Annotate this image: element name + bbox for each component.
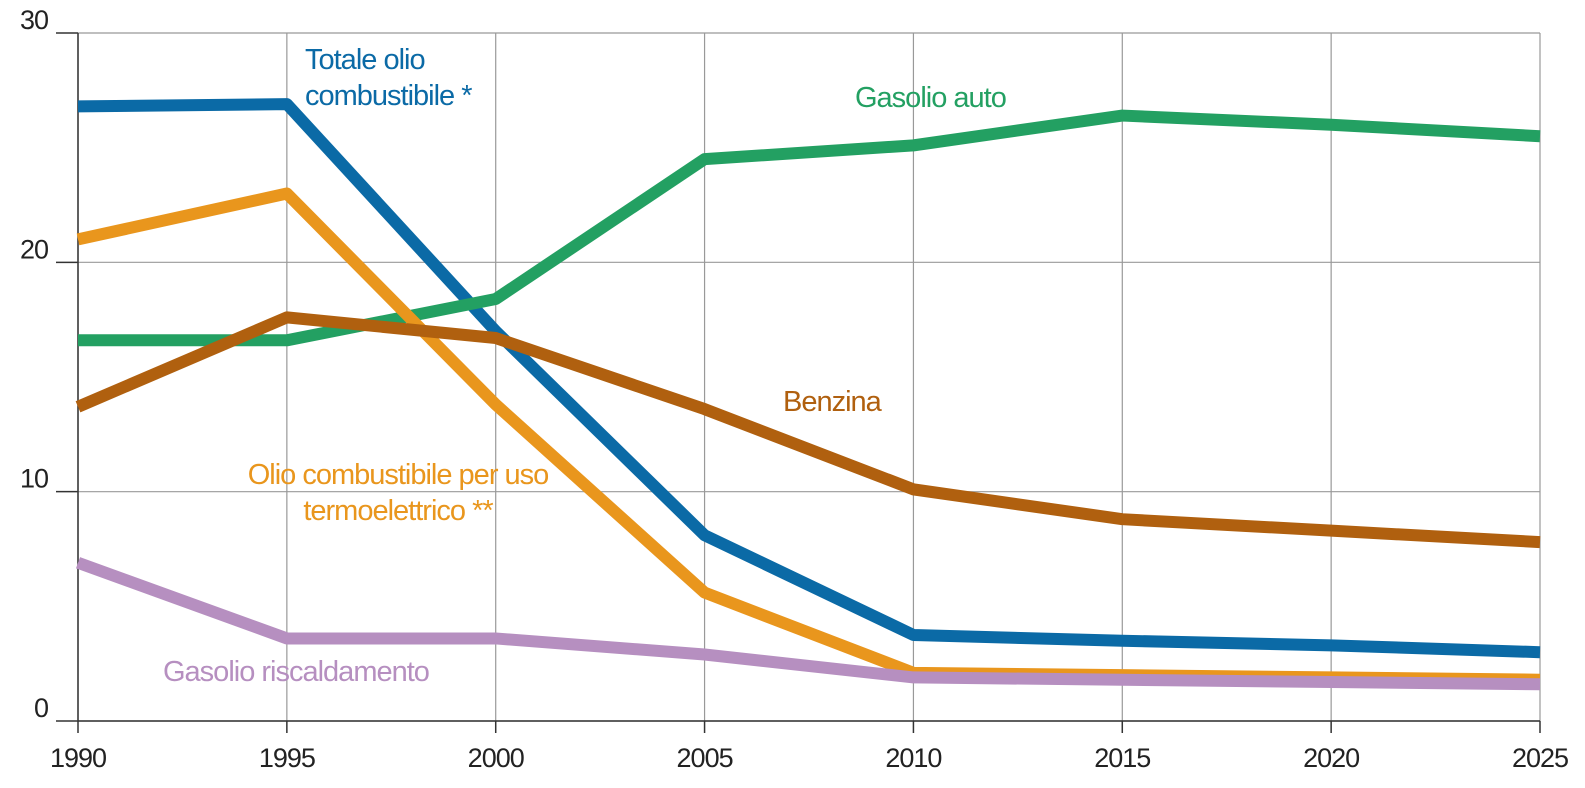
y-tick-label: 10 bbox=[20, 464, 48, 494]
series-line bbox=[77, 98, 1541, 659]
x-tick-label: 2020 bbox=[1303, 743, 1359, 773]
series-label: Olio combustibile per uso termoelettrico… bbox=[247, 459, 550, 527]
series-label: Gasolio riscaldamento bbox=[163, 656, 430, 688]
y-tick-label: 0 bbox=[34, 693, 48, 723]
series-label: Totale olio combustibile * bbox=[305, 44, 473, 112]
x-tick-label: 1990 bbox=[50, 743, 106, 773]
series-line bbox=[78, 109, 1541, 347]
x-tick-label: 2025 bbox=[1512, 743, 1568, 773]
series-label: Benzina bbox=[783, 386, 882, 418]
y-tick-label: 30 bbox=[20, 5, 48, 35]
series-label: Gasolio auto bbox=[855, 82, 1007, 114]
x-tick-label: 2010 bbox=[885, 743, 941, 773]
series-line bbox=[75, 311, 1541, 549]
x-tick-label: 2015 bbox=[1094, 743, 1150, 773]
x-tick-label: 2000 bbox=[468, 743, 524, 773]
x-tick-label: 2005 bbox=[677, 743, 733, 773]
series-line bbox=[76, 187, 1541, 686]
series-line bbox=[75, 557, 1541, 691]
x-tick-label: 1995 bbox=[259, 743, 315, 773]
y-tick-label: 20 bbox=[20, 234, 48, 264]
